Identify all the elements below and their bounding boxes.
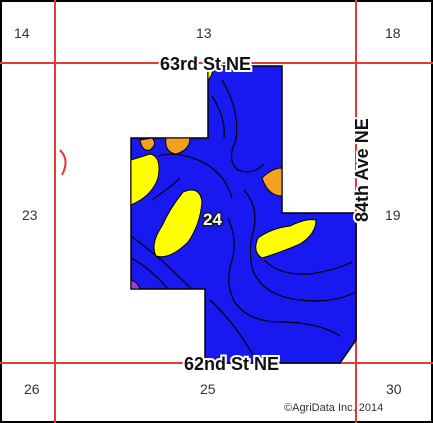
- contour-line: [211, 95, 225, 139]
- contour-line: [263, 259, 353, 275]
- section-number: 14: [14, 25, 30, 41]
- section-number: 23: [22, 207, 38, 223]
- soil-zone-orange: [261, 167, 283, 197]
- section-number: 13: [196, 25, 212, 41]
- soil-zone-yellow: [255, 219, 317, 259]
- section-number: 26: [24, 381, 40, 397]
- contour-lines: [130, 79, 357, 364]
- contour-line: [243, 189, 357, 302]
- soil-zone-purple: [130, 279, 141, 290]
- contour-line: [130, 257, 169, 290]
- contour-line: [209, 299, 259, 364]
- soil-zone-yellow: [130, 153, 160, 206]
- contour-line: [227, 217, 341, 337]
- section-number: 19: [385, 207, 401, 223]
- contour-line: [221, 79, 265, 173]
- road-label-south: 62nd St NE: [184, 354, 279, 374]
- contour-line: [151, 177, 181, 201]
- copyright-text: ©AgriData Inc. 2014: [284, 402, 383, 414]
- soil-zones: [130, 65, 317, 290]
- road-label-north: 63rd St NE: [160, 54, 251, 74]
- road-label-east: 84th Ave NE: [352, 118, 372, 222]
- section-line-bend: [59, 149, 67, 176]
- soil-zone-yellow: [153, 189, 203, 258]
- contour-line: [157, 153, 233, 199]
- section-number: 18: [385, 25, 401, 41]
- field-polygon: [130, 65, 357, 364]
- field-section-label: 24: [203, 210, 222, 229]
- soil-zone-orange: [139, 137, 156, 151]
- section-number: 30: [386, 381, 402, 397]
- section-number: 25: [200, 381, 216, 397]
- section-labels: 14 13 18 23 19 26 25 30: [14, 25, 402, 397]
- field-boundary: [130, 65, 357, 364]
- contour-line: [130, 235, 193, 290]
- soil-zone-yellow: [207, 65, 213, 82]
